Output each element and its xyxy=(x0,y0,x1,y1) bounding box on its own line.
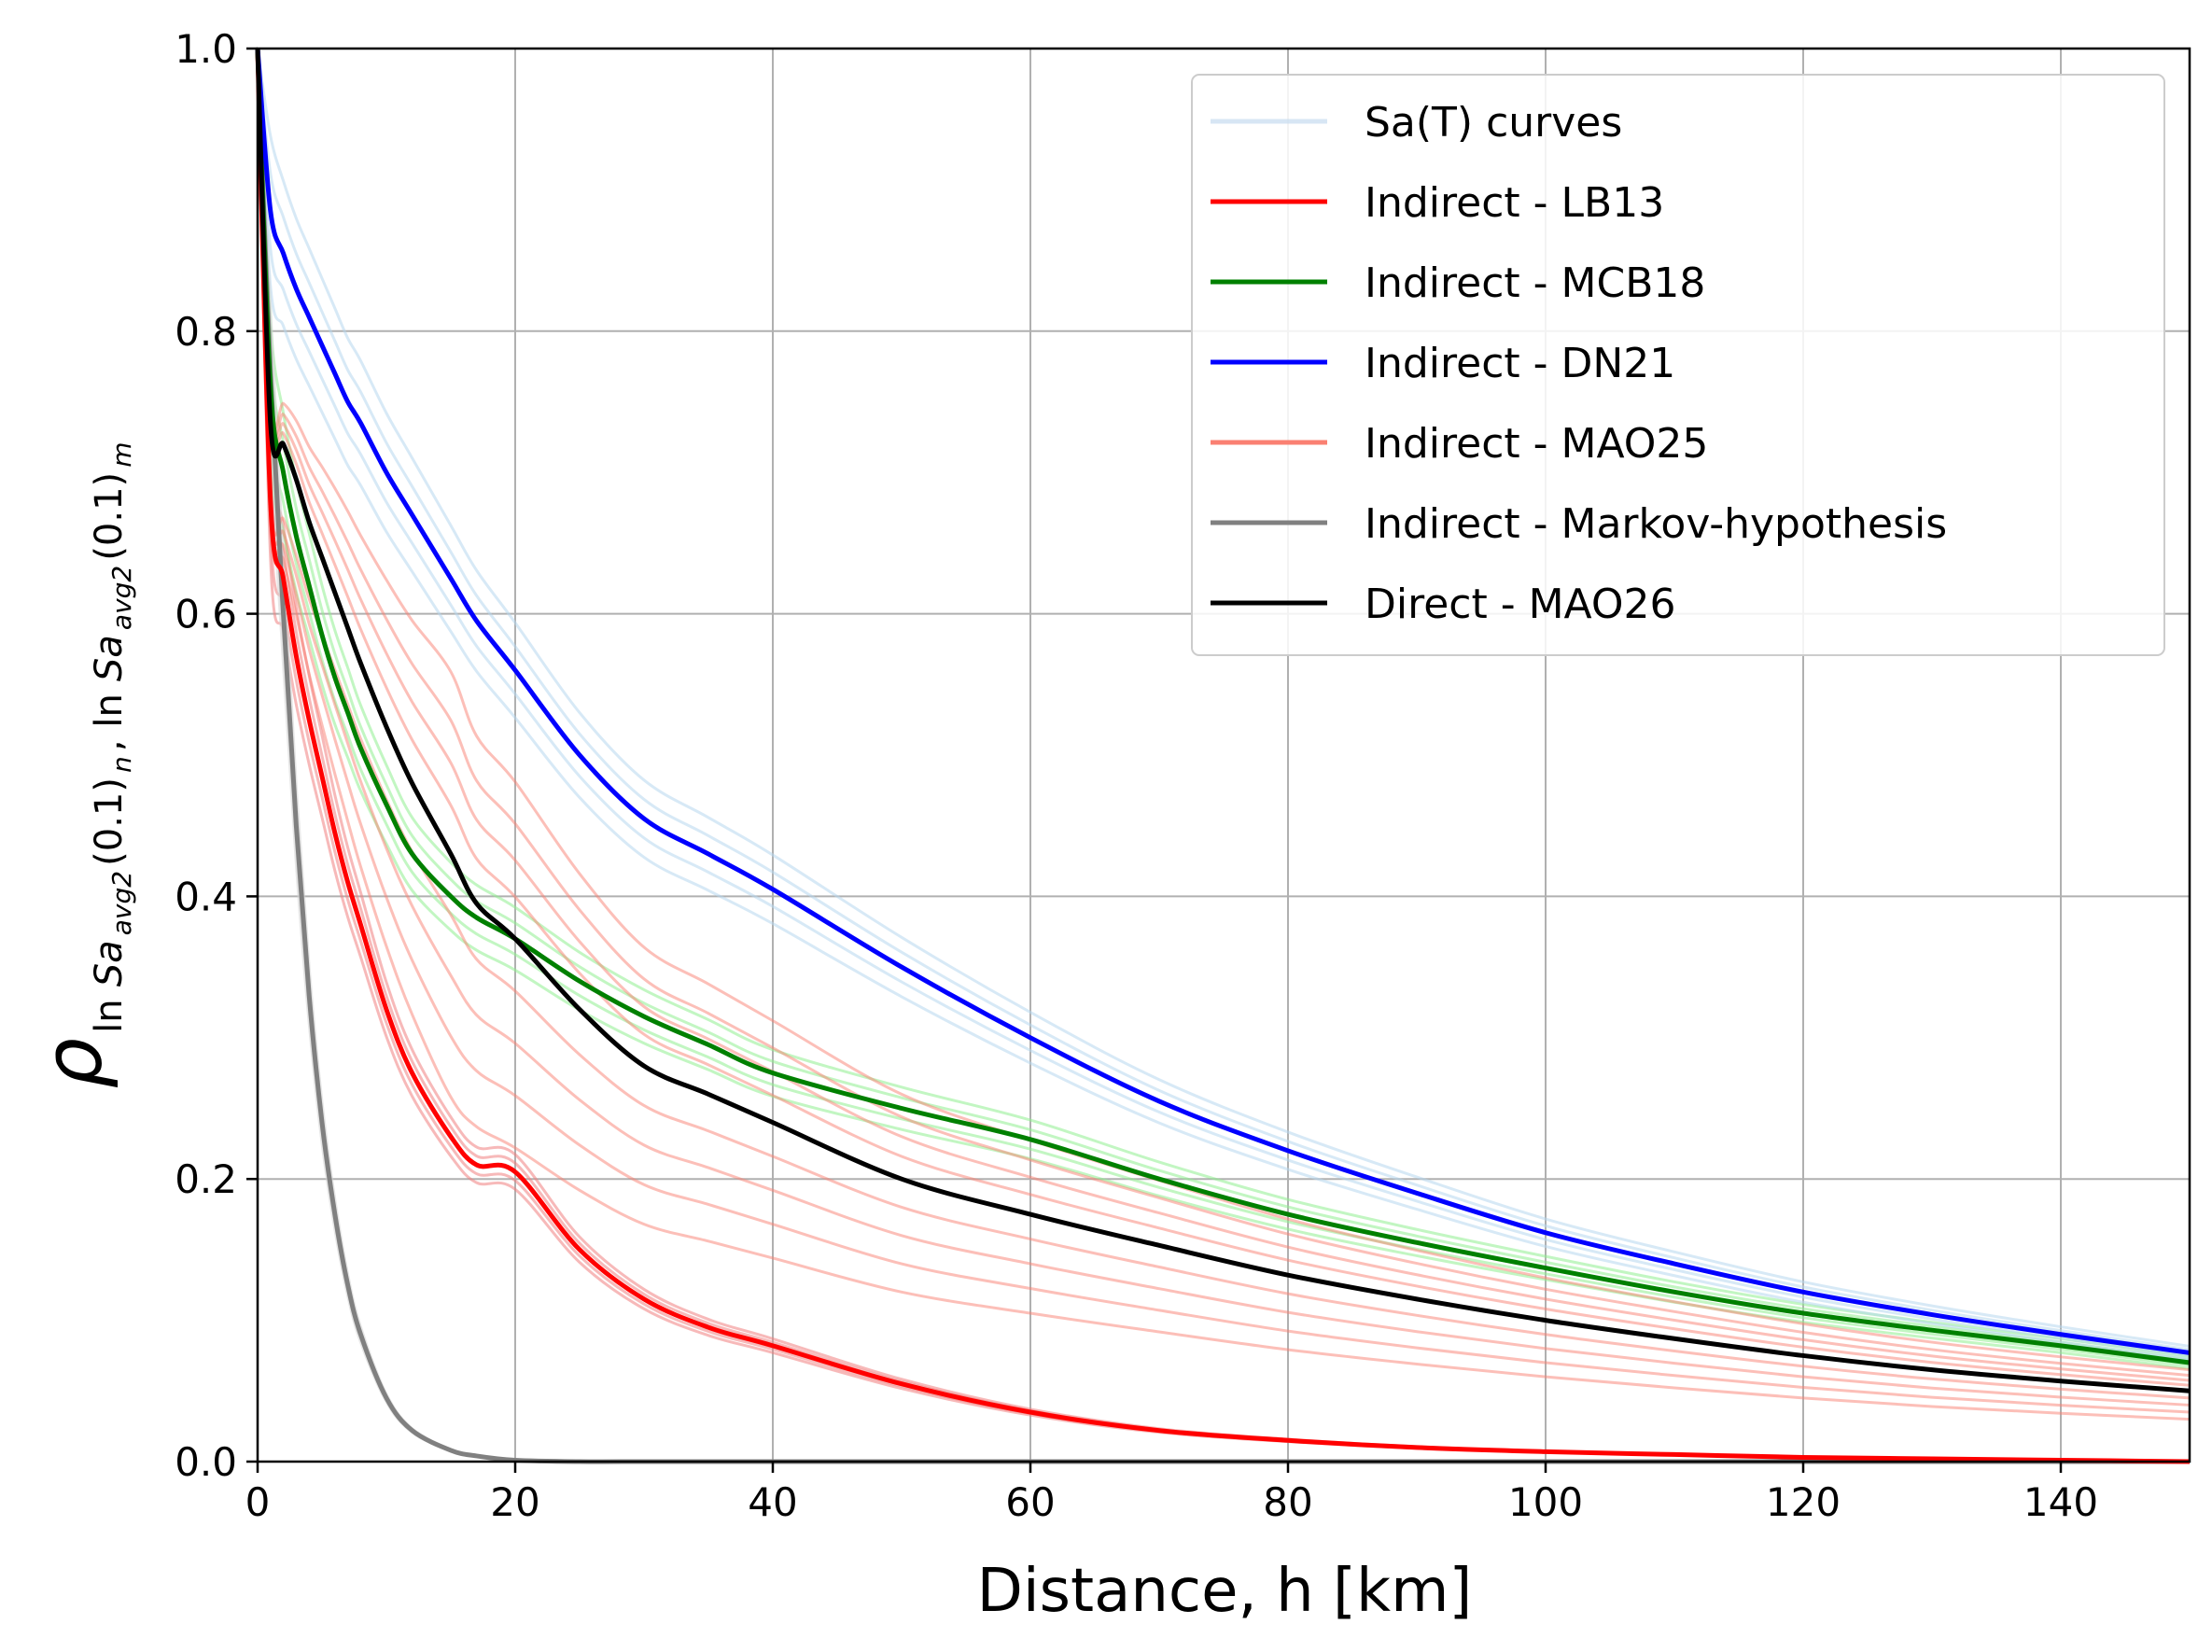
series-line-indirect-dn21 xyxy=(255,48,2191,1355)
y-label-sub-ln: ln xyxy=(88,999,131,1032)
legend-label-indirect-markov-hypothesis: Indirect - Markov-hypothesis xyxy=(1365,500,1947,548)
y-label-sub-ln-2: ln xyxy=(88,693,131,727)
y-tick-label: 0.0 xyxy=(175,1439,237,1485)
legend-label-direct-mao26: Direct - MAO26 xyxy=(1365,581,1676,628)
legend-label-indirect-lb13: Indirect - LB13 xyxy=(1365,179,1664,227)
y-tick-label: 0.6 xyxy=(175,592,237,637)
legend-label-indirect-mcb18: Indirect - MCB18 xyxy=(1365,259,1705,307)
band-curve-indirect-dn21 xyxy=(256,48,2191,1348)
y-tick-label: 0.2 xyxy=(175,1156,237,1202)
y-label-sub-avg2: avg2 xyxy=(106,871,137,935)
x-tick-label: 80 xyxy=(1263,1479,1312,1525)
series-line-direct-mao26 xyxy=(255,48,2191,1393)
legend-box xyxy=(1191,74,2165,656)
mao25-curve xyxy=(256,48,2191,1382)
y-axis-title: ρ ln Sa avg2 (0.1) n , ln Sa avg2 (0.1) … xyxy=(27,441,137,1088)
y-tick-label: 0.8 xyxy=(175,309,237,355)
mao25-curve xyxy=(256,48,2191,1421)
mao25-curve xyxy=(256,48,2191,1414)
y-label-sub-open-2: (0.1) xyxy=(88,472,131,561)
y-tick-label: 1.0 xyxy=(175,26,237,72)
mao25-curve xyxy=(256,48,2191,1407)
mao25-curve xyxy=(256,48,2191,1378)
x-axis-title: Distance, h [km] xyxy=(977,1557,1473,1626)
y-tick-label: 0.4 xyxy=(175,874,237,919)
plot-frame xyxy=(256,47,2191,1463)
band-curve-indirect-dn21 xyxy=(256,48,2191,1358)
x-tick-label: 20 xyxy=(490,1479,539,1525)
legend-label-indirect-mao25: Indirect - MAO25 xyxy=(1365,420,1708,468)
mao25-curve xyxy=(256,48,2191,1372)
x-tick-label: 0 xyxy=(245,1479,271,1525)
legend-label-sa-t-curves: Sa(T) curves xyxy=(1365,99,1622,147)
band-curve-indirect-mcb18 xyxy=(256,48,2191,1362)
series-line-indirect-mcb18 xyxy=(255,48,2191,1365)
svg-text:ρ ln Sa avg2: ρ ln Sa avg2 (0.1) n , ln Sa avg2 (0.1) … xyxy=(27,441,137,1088)
legend: Sa(T) curves Indirect - LB13 Indirect - MC… xyxy=(1191,74,2165,656)
band-curve-indirect-mcb18 xyxy=(256,48,2191,1367)
x-tick-label: 100 xyxy=(1508,1479,1583,1525)
y-label-sub-open: (0.1) xyxy=(88,777,131,866)
band-curve-indirect-dn21 xyxy=(256,48,2191,1351)
y-axis-ticks: 0.0 0.2 0.4 0.6 0.8 1.0 xyxy=(175,26,258,1485)
mao25-curve xyxy=(256,48,2191,1387)
x-axis-ticks: 0 20 40 60 80 100 120 140 xyxy=(245,1462,2098,1525)
band-curve-indirect-dn21 xyxy=(256,48,2191,1361)
x-tick-label: 120 xyxy=(1766,1479,1841,1525)
y-label-sub-sa-2: Sa xyxy=(88,635,131,681)
x-tick-label: 140 xyxy=(2023,1479,2098,1525)
y-label-sub-m: m xyxy=(106,441,137,467)
legend-label-indirect-dn21: Indirect - DN21 xyxy=(1365,340,1675,387)
y-label-sub-sep: , xyxy=(88,728,131,751)
y-label-sub-n: n xyxy=(106,756,137,773)
series-line-indirect-lb13 xyxy=(255,48,2191,1464)
y-label-sub-avg2-2: avg2 xyxy=(106,566,137,630)
band-curve-indirect-mcb18 xyxy=(256,48,2191,1359)
mao25-curve xyxy=(256,48,2191,1400)
y-label-rho: ρ xyxy=(27,1038,120,1089)
y-label-sub-sa: Sa xyxy=(88,940,131,987)
x-tick-label: 60 xyxy=(1005,1479,1055,1525)
x-tick-label: 40 xyxy=(748,1479,797,1525)
